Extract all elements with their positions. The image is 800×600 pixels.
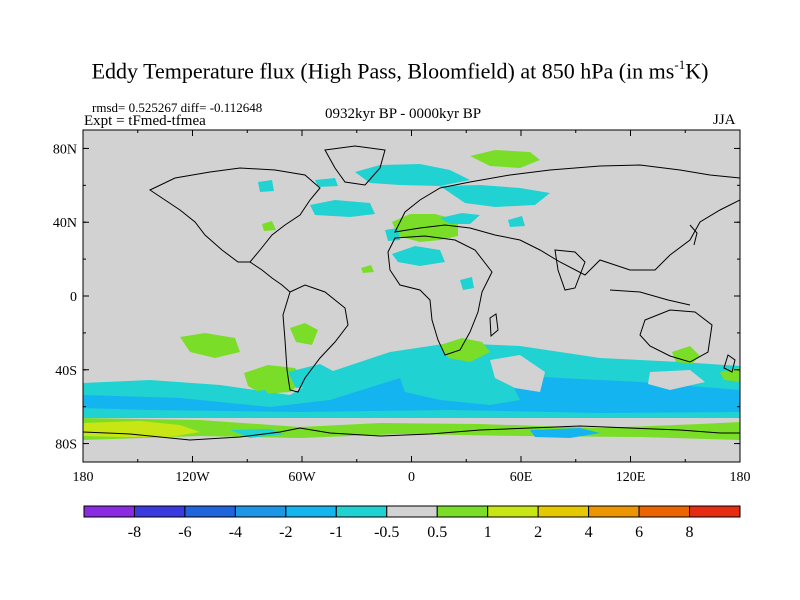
season-label: JJA	[713, 112, 736, 128]
australia-green	[672, 346, 700, 364]
lat-tick-label: 0	[70, 290, 77, 305]
e-africa-cyan	[460, 277, 474, 290]
n-atlantic-cyan-3	[315, 178, 338, 187]
colorbar-label: -0.5	[374, 524, 399, 541]
colorbar-label: -6	[178, 524, 191, 541]
colorbar-label: -1	[330, 524, 343, 541]
n-atlantic-cyan-2	[310, 200, 375, 217]
lon-tick-label: 120W	[175, 470, 210, 485]
colorbar-label: 4	[585, 524, 593, 541]
north-america-outline	[148, 167, 321, 263]
experiment-label: Expt = tFmed-tfmea	[84, 113, 206, 129]
central-america-outline	[249, 261, 291, 293]
colorbar-swatch	[689, 505, 741, 518]
lat-tick-label: 80N	[53, 142, 77, 157]
japan-outline	[689, 224, 698, 246]
eurasia-outline	[394, 164, 740, 276]
indonesia-outline	[609, 289, 691, 306]
n-america-cyan	[258, 180, 274, 192]
n-pacific-green	[262, 221, 276, 231]
lon-tick-label: 0	[408, 470, 415, 485]
mediterranean-green	[392, 214, 458, 242]
argentina-cyan	[288, 364, 335, 388]
south-atlantic-cyan	[400, 360, 520, 405]
colorbar-label: -8	[128, 524, 141, 541]
colorbar-swatch	[133, 505, 186, 518]
colorbar-label: 8	[686, 524, 694, 541]
antarctic-cyan-patch	[530, 428, 600, 438]
colorbar-swatch	[638, 505, 691, 518]
africa-outline	[387, 235, 493, 356]
n-atlantic-cyan-1	[355, 164, 470, 186]
colorbar-label: 1	[484, 524, 492, 541]
med-cyan	[440, 213, 480, 224]
australia-outline	[639, 309, 713, 363]
caribbean-green	[361, 265, 374, 273]
s-pacific-green-1	[180, 333, 240, 358]
plot-title: Eddy Temperature flux (High Pass, Bloomf…	[0, 57, 800, 84]
colorbar-swatch	[335, 505, 388, 518]
south-america-outline	[282, 284, 349, 393]
colorbar-label: 6	[635, 524, 643, 541]
s-pacific-cyan	[250, 390, 272, 402]
lon-tick-label: 180	[730, 470, 751, 485]
central-asia-cyan	[508, 216, 525, 227]
coastlines	[83, 145, 740, 441]
antarctica-outline	[83, 425, 740, 441]
lon-tick-label: 60W	[288, 470, 316, 485]
lon-tick-label: 120E	[616, 470, 646, 485]
longitude-axis: 180 120W 60W 0 60E 120E 180	[73, 130, 751, 485]
n-africa-cyan	[392, 246, 445, 266]
colorbar-label: -4	[229, 524, 242, 541]
aus-south-gap	[648, 370, 705, 390]
india-outline	[554, 249, 586, 291]
indian-ocean-gap	[490, 355, 545, 392]
lat-tick-label: 40N	[53, 216, 77, 231]
colorbar-label: 0.5	[427, 524, 447, 541]
colorbar-label: 2	[534, 524, 542, 541]
antarctic-cyan-patch-2	[230, 429, 285, 438]
new-zealand-outline	[723, 354, 736, 373]
madagascar-outline	[489, 313, 499, 338]
greenland-outline	[324, 145, 386, 186]
s-pacific-green-2	[290, 323, 318, 345]
title-sup: -1	[674, 57, 686, 72]
lon-tick-label: 60E	[510, 470, 533, 485]
colorbar-swatch	[234, 505, 287, 518]
arctic-green	[470, 150, 540, 168]
lat-tick-label: 80S	[55, 438, 77, 453]
period-label: 0932kyr BP - 0000kyr BP	[325, 106, 482, 122]
colorbar: -8 -6 -4 -2 -1 -0.5 0.5 1 2 4 6 8	[83, 505, 741, 541]
colorbar-swatch	[184, 505, 236, 518]
colorbar-swatch	[83, 505, 135, 518]
colorbar-swatch	[285, 505, 337, 518]
colorbar-swatch	[487, 505, 539, 518]
title-tail: K)	[685, 58, 709, 84]
colorbar-label: -2	[279, 524, 292, 541]
lat-tick-label: 40S	[55, 364, 77, 379]
colorbar-swatch	[436, 505, 489, 518]
latitude-axis: 80N 40N 0 40S 80S	[53, 142, 740, 453]
tasman-green	[720, 368, 740, 382]
lon-tick-label: 180	[73, 470, 94, 485]
south-africa-green	[440, 338, 490, 362]
eurasia-cyan	[440, 185, 550, 207]
colorbar-swatch	[386, 505, 438, 518]
colorbar-swatch	[537, 505, 590, 518]
map-field	[83, 130, 740, 462]
colorbar-swatch	[588, 505, 640, 518]
title-main: Eddy Temperature flux (High Pass, Bloomf…	[91, 58, 675, 84]
stats-label: rmsd= 0.525267 diff= -0.112648	[92, 100, 263, 115]
